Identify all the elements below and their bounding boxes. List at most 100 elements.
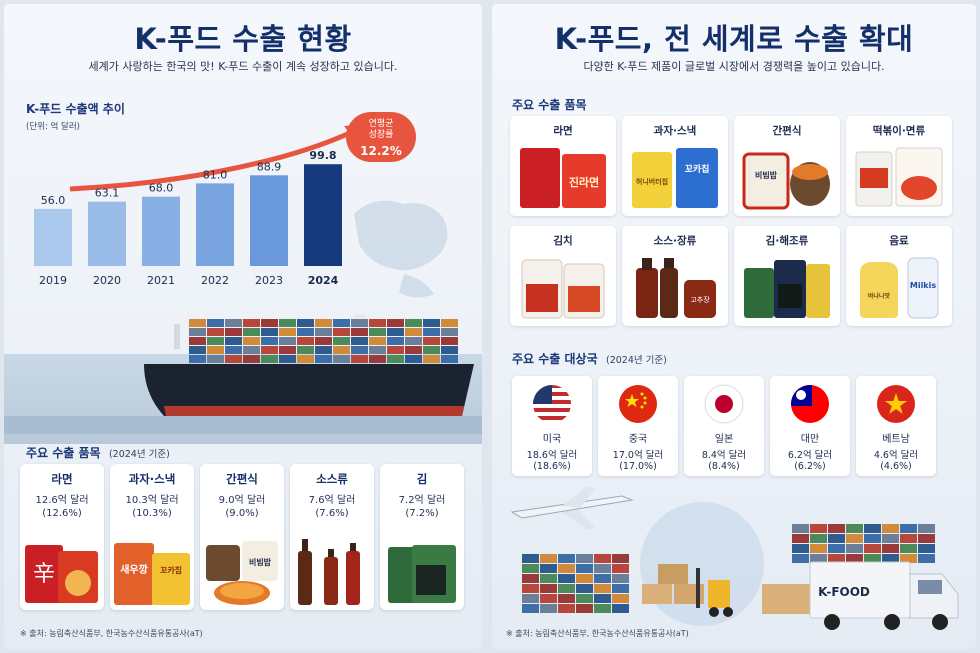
laver-package-image: [388, 545, 456, 603]
product-card-meal: 간편식 9.0억 달러 (9.0%) 비빔밥: [200, 464, 284, 610]
instant-meal-image: 비빔밥: [206, 541, 278, 605]
country-share: (17.0%): [619, 461, 657, 472]
shipping-container: [387, 355, 404, 363]
country-name: 미국: [542, 434, 562, 445]
shipping-container: [612, 584, 629, 593]
shipping-container: [423, 328, 440, 336]
shipping-container: [297, 319, 314, 327]
x-tick-label: 2021: [147, 274, 175, 287]
shipping-container: [261, 346, 278, 354]
bar-value-label: 56.0: [41, 194, 66, 207]
world-map-illustration: [354, 200, 448, 298]
country-value: 18.6억 달러: [526, 450, 578, 461]
shipping-container: [369, 346, 386, 354]
svg-text:바나나맛: 바나나맛: [868, 292, 891, 300]
shipping-container: [846, 554, 863, 563]
svg-text:꼬카칩: 꼬카칩: [685, 163, 710, 175]
shipping-container: [279, 328, 296, 336]
right-source-note: ※ 출처: 농림축산식품부, 한국농수산식품유통공사(aT): [506, 629, 689, 638]
shipping-container: [594, 594, 611, 603]
category-label: 간편식: [772, 125, 802, 137]
truck-illustration: K-FOOD: [809, 561, 959, 630]
shipping-container: [576, 604, 593, 613]
svg-text:辛: 辛: [33, 562, 55, 587]
category-label: 김·해조류: [765, 235, 809, 247]
category-card-tteokbokki: 떡볶이·면류: [846, 116, 952, 216]
shipping-container: [558, 594, 575, 603]
shipping-container: [387, 337, 404, 345]
shipping-container: [279, 337, 296, 345]
bar-2020: [88, 201, 126, 266]
shipping-container: [351, 319, 368, 327]
category-label: 소스·장류: [653, 235, 697, 247]
bar-2023: [250, 175, 288, 266]
export-trend-bar-chart: 56.0 2019 63.1 2020 68.0 2021 81.0 2022 88.9 2023…: [34, 124, 367, 287]
shipping-container: [522, 564, 539, 573]
country-value: 17.0억 달러: [612, 450, 664, 461]
shipping-container: [441, 355, 458, 363]
x-tick-label: 2019: [39, 274, 67, 287]
tteokbokki-image: [855, 147, 943, 207]
shipping-container: [423, 355, 440, 363]
shipping-container: [207, 346, 224, 354]
shipping-container: [207, 319, 224, 327]
shipping-container: [423, 319, 440, 327]
product-name: 소스류: [316, 472, 348, 486]
growth-arrow-line: [69, 129, 354, 192]
bar-2021: [142, 196, 180, 266]
product-value: 7.2억 달러: [398, 495, 446, 506]
product-name: 간편식: [226, 472, 258, 486]
shipping-container: [900, 554, 917, 563]
shipping-container: [405, 346, 422, 354]
product-value: 7.6억 달러: [308, 495, 356, 506]
product-share: (7.2%): [405, 508, 439, 519]
shipping-container: [405, 328, 422, 336]
category-label: 음료: [889, 235, 909, 247]
category-label: 과자·스낵: [653, 125, 697, 137]
shipping-container: [810, 524, 827, 533]
shipping-container: [792, 554, 809, 563]
product-share: (12.6%): [42, 508, 82, 519]
shipping-container: [423, 346, 440, 354]
bar-2022: [196, 183, 234, 266]
shipping-container: [576, 574, 593, 583]
country-name: 대만: [800, 434, 820, 445]
japan-flag-icon: [704, 384, 744, 424]
shipping-container: [576, 594, 593, 603]
laver-image: [744, 260, 830, 318]
shipping-container: [900, 534, 917, 543]
shipping-container: [828, 554, 845, 563]
category-card-sauce: 소스·장류 고추장: [622, 226, 728, 326]
shipping-container: [594, 574, 611, 583]
shipping-container: [333, 355, 350, 363]
x-tick-label: 2024: [308, 274, 339, 287]
shipping-container: [594, 564, 611, 573]
shipping-container: [558, 574, 575, 583]
country-share: (8.4%): [708, 461, 740, 472]
shipping-container: [279, 319, 296, 327]
shipping-container: [846, 544, 863, 553]
bar-value-label: 63.1: [95, 187, 120, 200]
shipping-container: [405, 355, 422, 363]
bar-2024: [304, 164, 342, 266]
product-value: 12.6억 달러: [35, 495, 89, 506]
svg-text:비빔밥: 비빔밥: [249, 557, 272, 567]
shipping-container: [351, 337, 368, 345]
shipping-container: [594, 584, 611, 593]
category-label: 라면: [553, 125, 573, 137]
shipping-container: [315, 319, 332, 327]
shipping-container: [522, 594, 539, 603]
shipping-container: [315, 337, 332, 345]
shipping-container: [279, 355, 296, 363]
growth-bubble-line1: 연평균: [368, 119, 394, 129]
shipping-container: [189, 328, 206, 336]
airplane-illustration: [510, 486, 634, 530]
product-value: 10.3억 달러: [125, 495, 179, 506]
svg-text:고추장: 고추장: [690, 295, 710, 304]
svg-text:Milkis: Milkis: [910, 281, 937, 290]
shipping-container: [612, 554, 629, 563]
products-section-note: (2024년 기준): [108, 449, 170, 460]
shipping-container: [828, 544, 845, 553]
shipping-container: [576, 584, 593, 593]
shipping-container: [207, 355, 224, 363]
